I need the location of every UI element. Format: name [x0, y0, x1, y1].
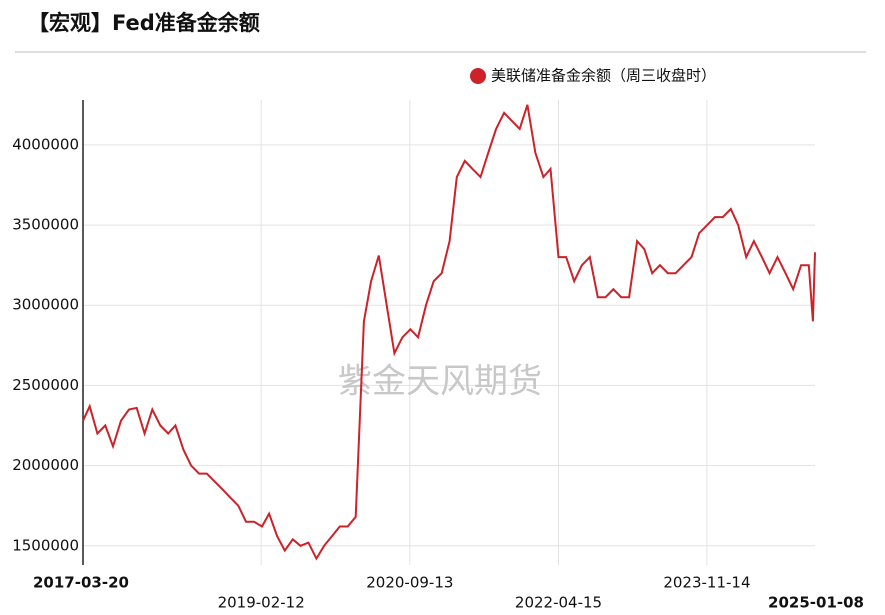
y-tick-label: 4000000	[12, 135, 79, 153]
legend-label: 美联储准备金余额（周三收盘时）	[491, 67, 716, 85]
x-tick-label: 2017-03-20	[33, 574, 129, 592]
watermark: 紫金天风期货	[338, 362, 542, 402]
x-tick-label: 2022-04-15	[515, 594, 602, 612]
chart-title: 【宏观】Fed准备金余额	[28, 11, 260, 35]
y-tick-label: 2500000	[12, 376, 79, 394]
y-tick-label: 3000000	[12, 296, 79, 314]
line-series	[82, 104, 816, 561]
legend-marker	[470, 68, 486, 84]
x-tick-label: 2025-01-08	[768, 594, 864, 612]
y-tick-label: 1500000	[12, 536, 79, 554]
x-tick-label: 2019-02-12	[218, 594, 305, 612]
x-tick-label: 2020-09-13	[366, 574, 453, 592]
y-tick-label: 2000000	[12, 456, 79, 474]
y-tick-label: 3500000	[12, 216, 79, 234]
x-tick-label: 2023-11-14	[663, 574, 750, 592]
